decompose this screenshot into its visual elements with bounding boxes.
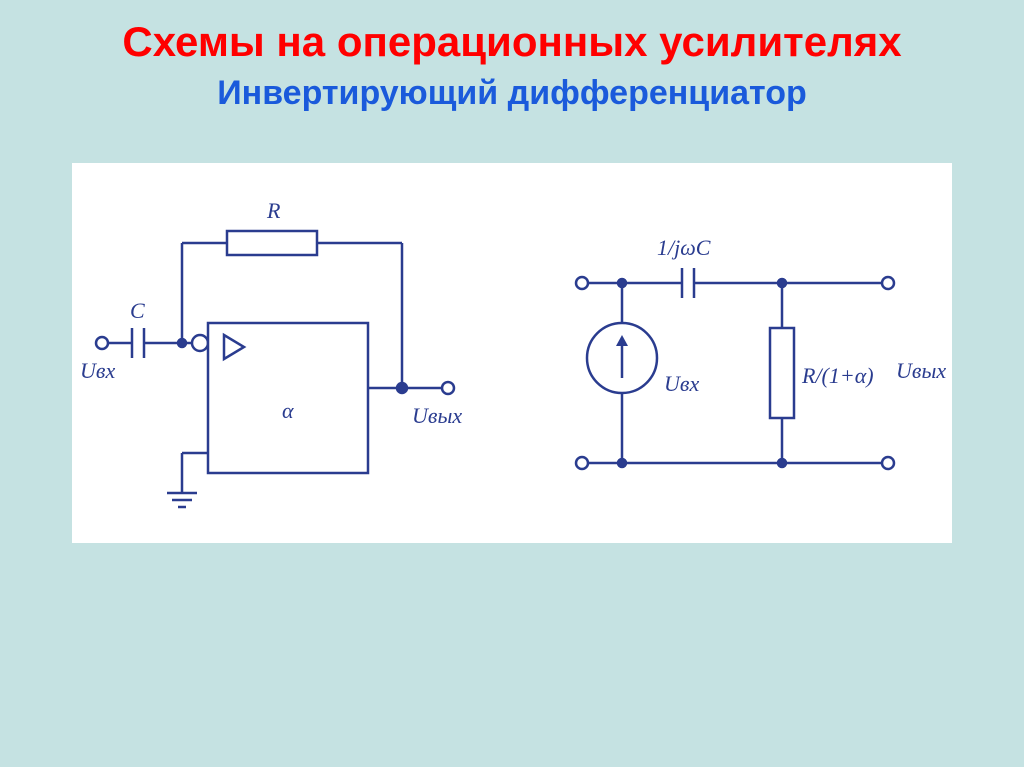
circuit-diagrams-panel: R С Uвх Uвых α [72, 163, 952, 543]
label-alpha-left: α [282, 398, 294, 423]
label-R-left: R [266, 198, 281, 223]
label-C-left: С [130, 298, 145, 323]
subtitle-text: Инвертирующий дифференциатор [217, 74, 807, 112]
label-1jwC: 1/jωС [657, 235, 711, 260]
page-title: Схемы на операционных усилителях [0, 0, 1024, 66]
label-Uout-right: Uвых [896, 358, 946, 383]
circuit-svg: R С Uвх Uвых α [72, 163, 952, 543]
label-R-right: R/(1+α) [801, 363, 874, 388]
left-circuit [96, 231, 454, 507]
label-Uin-left: Uвх [80, 358, 115, 383]
title-text: Схемы на операционных усилителях [122, 18, 901, 65]
page-subtitle: Инвертирующий дифференциатор [0, 74, 1024, 113]
label-Uin-right: Uвх [664, 371, 699, 396]
label-Uout-left: Uвых [412, 403, 462, 428]
